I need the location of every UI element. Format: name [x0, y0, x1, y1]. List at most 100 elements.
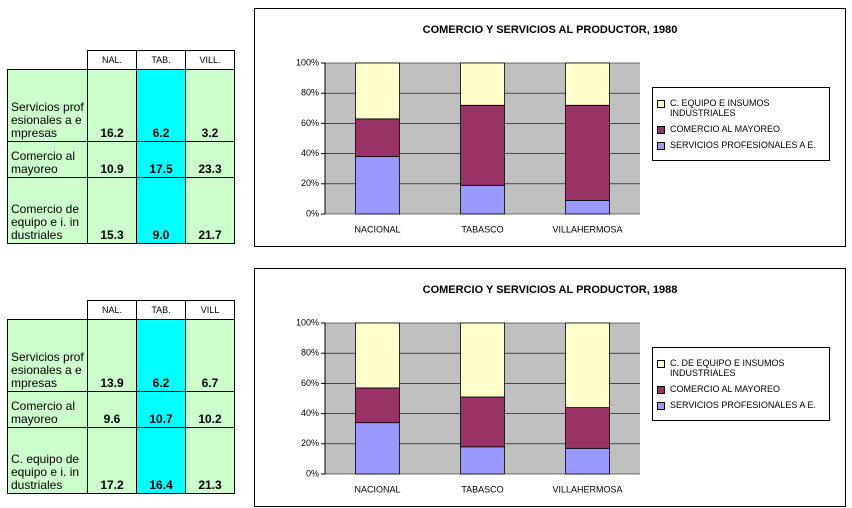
legend-label: C. EQUIPO E INSUMOS INDUSTRIALES [670, 98, 770, 118]
x-tick-label: NACIONAL [354, 224, 400, 234]
legend-item: COMERCIO AL MAYOREO [657, 384, 825, 394]
y-tick-label: 40% [301, 148, 319, 158]
column-header: NAL. [87, 300, 137, 320]
bar-segment [460, 396, 505, 448]
x-tick-label: TABASCO [461, 484, 503, 494]
legend-label: SERVICIOS PROFESIONALES A E. [670, 140, 816, 150]
legend-swatch [657, 142, 665, 150]
chart: COMERCIO Y SERVICIOS AL PRODUCTOR, 1988 0… [254, 268, 846, 507]
bar-segment [460, 446, 505, 475]
value-cell: 23.3 [185, 141, 235, 178]
legend-label: COMERCIO AL MAYOREO [670, 384, 781, 394]
row-label: Servicios profesionales a empresas [7, 319, 88, 392]
y-tick-label: 100% [296, 57, 319, 67]
table-row: Servicios profesionales a empresas 13.9 6.… [7, 319, 235, 392]
value-cell: 21.7 [185, 177, 235, 244]
header-row: NAL. TAB. VILL [7, 300, 235, 320]
row-label: Comercio al mayoreo [7, 391, 88, 428]
column-header: VILL [185, 300, 235, 320]
legend: C. DE EQUIPO E INSUMOS INDUSTRIALES COMER… [652, 347, 830, 421]
table-row: Comercio al mayoreo 9.6 10.7 10.2 [7, 391, 235, 428]
bar-segment [355, 156, 400, 215]
bar-segment [355, 118, 400, 158]
corner-cell [7, 50, 88, 70]
value-cell: 3.2 [185, 69, 235, 142]
row-label: Servicios profesionales a empresas [7, 69, 88, 142]
bar-segment [460, 322, 505, 398]
bar-segment [355, 387, 400, 424]
y-tick-label: 0% [306, 468, 319, 478]
value-cell: 16.2 [87, 69, 137, 142]
chart-title: COMERCIO Y SERVICIOS AL PRODUCTOR, 1988 [423, 284, 678, 296]
bar-segment [460, 62, 505, 106]
bar-segment [355, 422, 400, 475]
value-cell: 15.3 [87, 177, 137, 244]
x-tick-label: VILLAHERMOSA [552, 224, 622, 234]
bar-segment [460, 184, 505, 215]
legend-label: COMERCIO AL MAYOREO [670, 124, 781, 134]
legend-item: C. DE EQUIPO E INSUMOS INDUSTRIALES [657, 358, 825, 378]
bar-segment [565, 447, 610, 475]
bar-segment [565, 62, 610, 106]
bar-segment [565, 104, 610, 201]
column-header: VILL. [185, 50, 235, 70]
y-tick-label: 0% [306, 208, 319, 218]
y-tick-label: 80% [301, 88, 319, 98]
bar-segment [565, 322, 610, 408]
x-tick-label: VILLAHERMOSA [552, 484, 622, 494]
bar-segment [565, 200, 610, 215]
row-label: Comercio al mayoreo [7, 141, 88, 178]
value-cell: 6.7 [185, 319, 235, 392]
legend-label: C. DE EQUIPO E INSUMOS INDUSTRIALES [670, 358, 785, 378]
x-tick-label: NACIONAL [354, 484, 400, 494]
bar-segment [355, 62, 400, 120]
y-tick-label: 20% [301, 178, 319, 188]
y-tick-label: 20% [301, 438, 319, 448]
value-cell: 9.6 [87, 391, 137, 428]
data-table: NAL. TAB. VILL Servicios profesionales a em… [7, 300, 235, 494]
legend-swatch [657, 100, 665, 108]
table-row: Servicios profesionales a empresas 16.2 6.… [7, 69, 235, 142]
bar-segment [565, 407, 610, 449]
y-tick-label: 60% [301, 118, 319, 128]
header-row: NAL. TAB. VILL. [7, 50, 235, 70]
column-header: NAL. [87, 50, 137, 70]
value-cell: 17.5 [136, 141, 186, 178]
y-tick-label: 100% [296, 317, 319, 327]
legend-swatch [657, 386, 665, 394]
corner-cell [7, 300, 88, 320]
legend-label: SERVICIOS PROFESIONALES A E. [670, 400, 816, 410]
legend-item: COMERCIO AL MAYOREO [657, 124, 825, 134]
column-header: TAB. [136, 300, 186, 320]
value-cell: 16.4 [136, 427, 186, 494]
x-tick-label: TABASCO [461, 224, 503, 234]
value-cell: 6.2 [136, 69, 186, 142]
bar-segment [460, 104, 505, 186]
table-row: Comercio al mayoreo 10.9 17.5 23.3 [7, 141, 235, 178]
y-tick-label: 80% [301, 348, 319, 358]
table-row: Comercio de equipo e i. industriales 15.3… [7, 177, 235, 244]
legend-swatch [657, 360, 665, 368]
legend-item: SERVICIOS PROFESIONALES A E. [657, 400, 825, 410]
value-cell: 17.2 [87, 427, 137, 494]
row-label: C. equipo de equipo e i. industriales [7, 427, 88, 494]
value-cell: 10.7 [136, 391, 186, 428]
bar-segment [355, 322, 400, 389]
legend-item: SERVICIOS PROFESIONALES A E. [657, 140, 825, 150]
value-cell: 9.0 [136, 177, 186, 244]
legend-item: C. EQUIPO E INSUMOS INDUSTRIALES [657, 98, 825, 118]
value-cell: 10.9 [87, 141, 137, 178]
value-cell: 13.9 [87, 319, 137, 392]
chart-title: COMERCIO Y SERVICIOS AL PRODUCTOR, 1980 [423, 24, 678, 36]
row-label: Comercio de equipo e i. industriales [7, 177, 88, 244]
legend-swatch [657, 402, 665, 410]
y-tick-label: 60% [301, 378, 319, 388]
column-header: TAB. [136, 50, 186, 70]
data-table: NAL. TAB. VILL. Servicios profesionales a e… [7, 50, 235, 244]
table-row: C. equipo de equipo e i. industriales 17.… [7, 427, 235, 494]
value-cell: 21.3 [185, 427, 235, 494]
y-tick-label: 40% [301, 408, 319, 418]
legend: C. EQUIPO E INSUMOS INDUSTRIALES COMERCIO… [652, 87, 830, 161]
value-cell: 6.2 [136, 319, 186, 392]
